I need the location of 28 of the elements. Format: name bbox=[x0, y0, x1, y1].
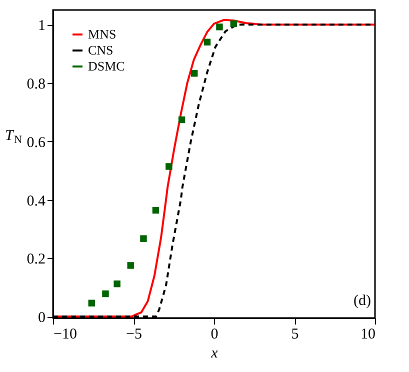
y-tick-label: 0.2 bbox=[26, 252, 46, 268]
y-tick-label: 0 bbox=[38, 310, 46, 326]
point bbox=[127, 262, 134, 269]
y-tick-label: 0.8 bbox=[26, 76, 46, 92]
x-axis-title: x bbox=[210, 346, 218, 362]
point bbox=[230, 20, 237, 28]
legend-label: CNS bbox=[88, 42, 114, 58]
y-tick-label: 0.4 bbox=[26, 193, 46, 210]
point bbox=[140, 235, 147, 242]
x-tick-label: 5 bbox=[291, 326, 299, 342]
point bbox=[114, 280, 120, 288]
x-tick-label: −10 bbox=[54, 326, 77, 342]
annotation: (d) bbox=[354, 293, 371, 309]
point bbox=[191, 70, 198, 77]
legend-label: MNS bbox=[88, 26, 116, 42]
y-tick-label: 1 bbox=[38, 18, 46, 34]
y-tick-label: 0.6 bbox=[26, 134, 46, 151]
legend-label: DSMC bbox=[88, 58, 125, 74]
x-tick-label: 10 bbox=[360, 326, 376, 342]
point bbox=[178, 116, 186, 124]
point bbox=[152, 206, 160, 214]
point bbox=[166, 163, 172, 170]
x-tick-label: 0 bbox=[210, 326, 218, 342]
point bbox=[204, 38, 211, 46]
point bbox=[216, 24, 223, 30]
point bbox=[88, 300, 95, 306]
point bbox=[102, 290, 109, 298]
x-tick-label: −5 bbox=[126, 326, 142, 342]
